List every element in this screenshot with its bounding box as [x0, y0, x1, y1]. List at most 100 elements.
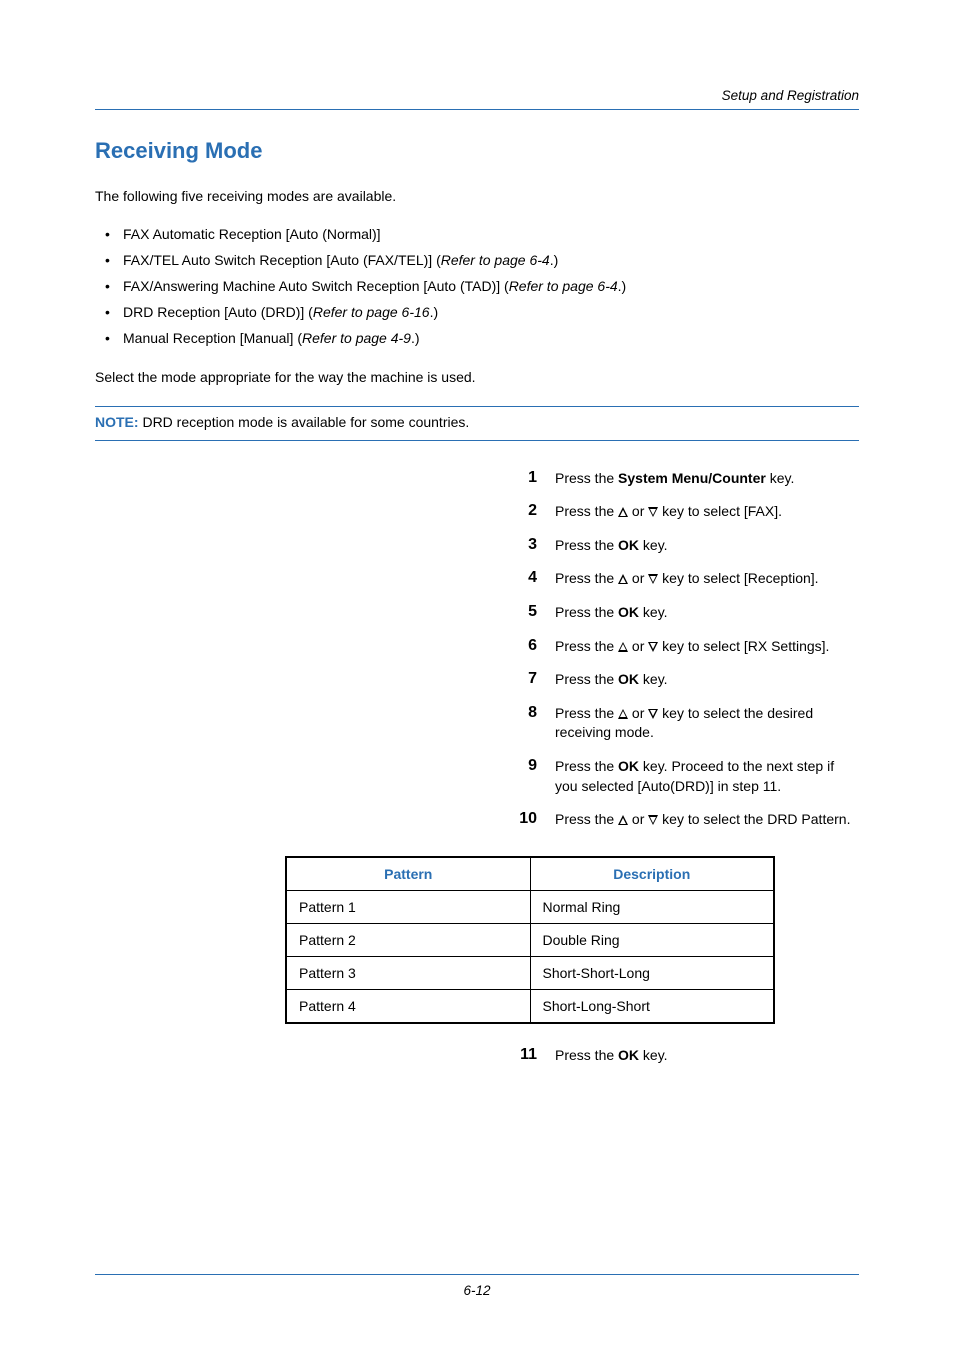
table-row: Pattern 3 Short-Short-Long	[286, 956, 774, 989]
list-ref: Refer to page 4-9	[302, 330, 411, 346]
step-number: 1	[509, 469, 537, 487]
after-bullets-paragraph: Select the mode appropriate for the way …	[95, 367, 859, 387]
step-row: 8Press the or key to select the desired …	[509, 704, 859, 743]
list-text: FAX Automatic Reception [Auto (Normal)]	[123, 226, 381, 242]
step-pre: Press the	[555, 758, 618, 774]
step-number: 11	[509, 1046, 537, 1064]
header-section: Setup and Registration	[95, 88, 859, 103]
step-row: 7Press the OK key.	[509, 670, 859, 690]
step-body: Press the OK key.	[537, 670, 859, 690]
triangle-up-icon	[618, 574, 628, 584]
triangle-up-icon	[618, 507, 628, 517]
step-body: Press the OK key. Proceed to the next st…	[537, 757, 859, 796]
step-number: 2	[509, 502, 537, 520]
step-post: key to select [FAX].	[658, 503, 782, 519]
step-body: Press the OK key.	[537, 1046, 859, 1066]
list-item: DRD Reception [Auto (DRD)] (Refer to pag…	[95, 302, 859, 323]
step-row: 3Press the OK key.	[509, 536, 859, 556]
table-cell: Short-Short-Long	[530, 956, 774, 989]
table-header-row: Pattern Description	[286, 857, 774, 891]
step-post: key.	[639, 604, 668, 620]
list-ref: Refer to page 6-16	[313, 304, 430, 320]
list-suffix: .)	[411, 330, 420, 346]
step-number: 3	[509, 536, 537, 554]
step-post: key.	[639, 537, 668, 553]
table-cell: Double Ring	[530, 923, 774, 956]
list-text: FAX/Answering Machine Auto Switch Recept…	[123, 278, 509, 294]
step-post: key.	[766, 470, 795, 486]
table-header: Description	[530, 857, 774, 891]
step-number: 5	[509, 603, 537, 621]
table-cell: Pattern 4	[286, 989, 530, 1023]
table-cell: Pattern 2	[286, 923, 530, 956]
step-number: 9	[509, 757, 537, 775]
step-bold: OK	[618, 1047, 639, 1063]
step-row: 11 Press the OK key.	[509, 1046, 859, 1066]
step-row: 2Press the or key to select [FAX].	[509, 502, 859, 522]
note-label: NOTE:	[95, 414, 139, 430]
list-item: FAX/TEL Auto Switch Reception [Auto (FAX…	[95, 250, 859, 271]
triangle-down-icon	[648, 709, 658, 719]
note-block: NOTE: DRD reception mode is available fo…	[95, 406, 859, 441]
page-number: 6-12	[0, 1283, 954, 1298]
step-bold: OK	[618, 604, 639, 620]
list-item: FAX Automatic Reception [Auto (Normal)]	[95, 224, 859, 245]
step-pre: Press the	[555, 671, 618, 687]
step-row: 4Press the or key to select [Reception].	[509, 569, 859, 589]
step-body: Press the OK key.	[537, 603, 859, 623]
table-cell: Normal Ring	[530, 890, 774, 923]
page-title: Receiving Mode	[95, 138, 859, 164]
step-bold: OK	[618, 537, 639, 553]
step-row: 6Press the or key to select [RX Settings…	[509, 637, 859, 657]
triangle-up-icon	[618, 815, 628, 825]
step-pre: Press the	[555, 570, 618, 586]
footer: 6-12	[0, 1274, 954, 1298]
header-rule	[95, 109, 859, 110]
list-item: FAX/Answering Machine Auto Switch Recept…	[95, 276, 859, 297]
triangle-down-icon	[648, 574, 658, 584]
step-number: 6	[509, 637, 537, 655]
triangle-up-icon	[618, 709, 628, 719]
table-cell: Short-Long-Short	[530, 989, 774, 1023]
table-row: Pattern 4 Short-Long-Short	[286, 989, 774, 1023]
step-post: key.	[639, 671, 668, 687]
list-suffix: .)	[618, 278, 627, 294]
step-post: key to select [Reception].	[658, 570, 818, 586]
table-cell: Pattern 1	[286, 890, 530, 923]
step-post: key.	[639, 1047, 668, 1063]
step-pre: Press the	[555, 811, 618, 827]
step-number: 10	[509, 810, 537, 828]
step-body: Press the or key to select the DRD Patte…	[537, 810, 859, 830]
note-text: DRD reception mode is available for some…	[139, 414, 470, 430]
step-body: Press the or key to select [FAX].	[537, 502, 859, 522]
step-bold: System Menu/Counter	[618, 470, 766, 486]
table-row: Pattern 1 Normal Ring	[286, 890, 774, 923]
step-pre: Press the	[555, 537, 618, 553]
list-text: Manual Reception [Manual] (	[123, 330, 302, 346]
table-header: Pattern	[286, 857, 530, 891]
step-number: 8	[509, 704, 537, 722]
list-text: FAX/TEL Auto Switch Reception [Auto (FAX…	[123, 252, 441, 268]
step-11: 11 Press the OK key.	[509, 1046, 859, 1066]
triangle-down-icon	[648, 815, 658, 825]
step-body: Press the OK key.	[537, 536, 859, 556]
steps-list: 1Press the System Menu/Counter key.2Pres…	[509, 469, 859, 830]
triangle-down-icon	[648, 642, 658, 652]
triangle-down-icon	[648, 507, 658, 517]
footer-rule	[95, 1274, 859, 1275]
mode-list: FAX Automatic Reception [Auto (Normal)] …	[95, 224, 859, 349]
table-row: Pattern 2 Double Ring	[286, 923, 774, 956]
step-post: key to select [RX Settings].	[658, 638, 829, 654]
step-bold: OK	[618, 758, 639, 774]
step-pre: Press the	[555, 503, 618, 519]
step-bold: OK	[618, 671, 639, 687]
triangle-up-icon	[618, 642, 628, 652]
step-row: 1Press the System Menu/Counter key.	[509, 469, 859, 489]
step-row: 5Press the OK key.	[509, 603, 859, 623]
step-number: 7	[509, 670, 537, 688]
step-row: 10Press the or key to select the DRD Pat…	[509, 810, 859, 830]
step-body: Press the or key to select [RX Settings]…	[537, 637, 859, 657]
list-ref: Refer to page 6-4	[441, 252, 550, 268]
step-pre: Press the	[555, 638, 618, 654]
table-cell: Pattern 3	[286, 956, 530, 989]
